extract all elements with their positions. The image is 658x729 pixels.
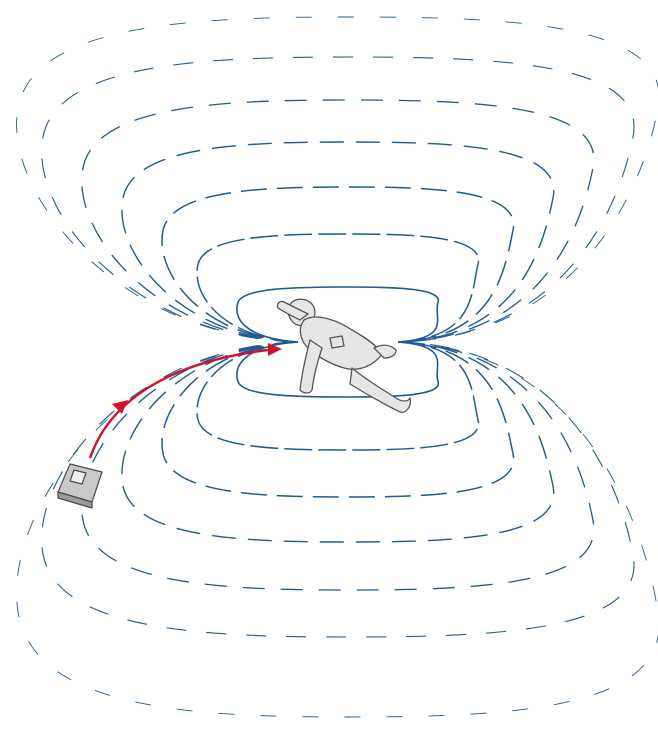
upper-field-line-6	[41, 56, 635, 343]
signal-arrowhead-end	[268, 343, 282, 356]
lower-field-line-7	[16, 341, 658, 718]
lower-field-line-3	[161, 341, 515, 498]
lower-field-line-5	[81, 341, 595, 591]
upper-field-line-4	[121, 141, 555, 343]
lower-field-line-6	[41, 341, 635, 638]
person-arm-left	[299, 339, 323, 394]
lower-field-line-4	[121, 341, 555, 543]
signal-arrowhead-mid	[112, 400, 128, 414]
lower-field-line-2	[196, 341, 480, 451]
device-side	[57, 491, 93, 509]
handheld-transceiver-icon	[57, 463, 103, 509]
upper-field-line-7	[16, 16, 658, 343]
lower-field-lobes	[16, 341, 658, 718]
signal-arrow-path	[88, 348, 269, 459]
upper-field-line-1	[236, 286, 439, 343]
person-arm-right	[276, 300, 309, 321]
upper-field-line-2	[196, 233, 480, 343]
person-backpack	[329, 335, 345, 349]
upper-field-line-5	[81, 99, 595, 343]
lower-field-line-1	[236, 341, 439, 398]
device-screen	[69, 469, 87, 485]
upper-field-line-3	[161, 186, 515, 343]
buried-person-icon	[276, 298, 412, 413]
person-leg-upper	[373, 344, 397, 359]
curved-arrow-icon	[88, 343, 282, 459]
upper-field-lobes	[16, 16, 658, 343]
person-leg-lower	[349, 367, 412, 413]
